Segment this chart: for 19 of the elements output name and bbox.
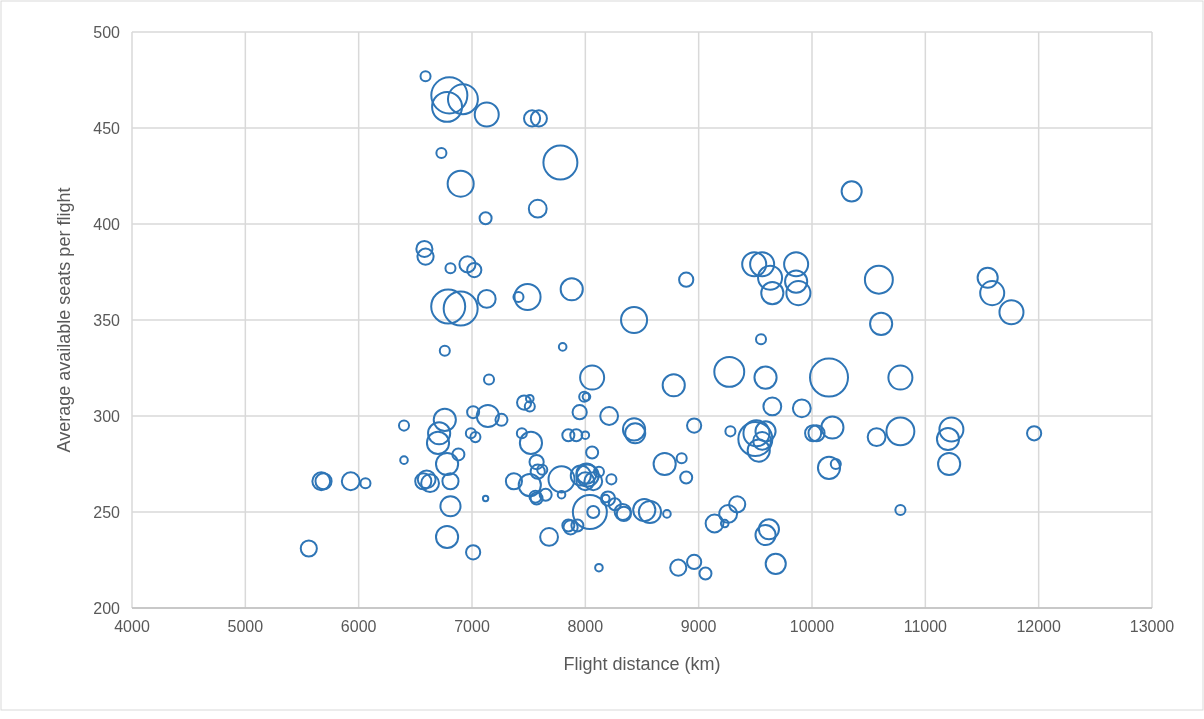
x-tick-label: 8000 [567, 618, 604, 635]
x-tick-label: 4000 [114, 618, 150, 635]
x-tick-label: 10000 [789, 618, 835, 635]
x-tick-label: 13000 [1129, 618, 1175, 635]
y-tick-label: 350 [93, 312, 121, 329]
x-tick-label: 7000 [454, 618, 490, 635]
y-tick-label: 200 [93, 600, 121, 617]
x-tick-label: 11000 [903, 618, 948, 635]
y-tick-label: 300 [93, 408, 121, 425]
x-tick-label: 6000 [340, 618, 377, 635]
x-tick-label: 9000 [680, 618, 717, 635]
x-axis-title: Flight distance (km) [563, 654, 721, 674]
y-tick-label: 450 [93, 120, 121, 137]
y-axis-title: Average available seats per flight [54, 187, 74, 453]
x-tick-label: 12000 [1016, 618, 1062, 635]
y-tick-label: 500 [93, 24, 121, 41]
y-tick-label: 250 [93, 504, 121, 521]
x-tick-label: 5000 [227, 618, 264, 635]
y-tick-label: 400 [93, 216, 121, 233]
